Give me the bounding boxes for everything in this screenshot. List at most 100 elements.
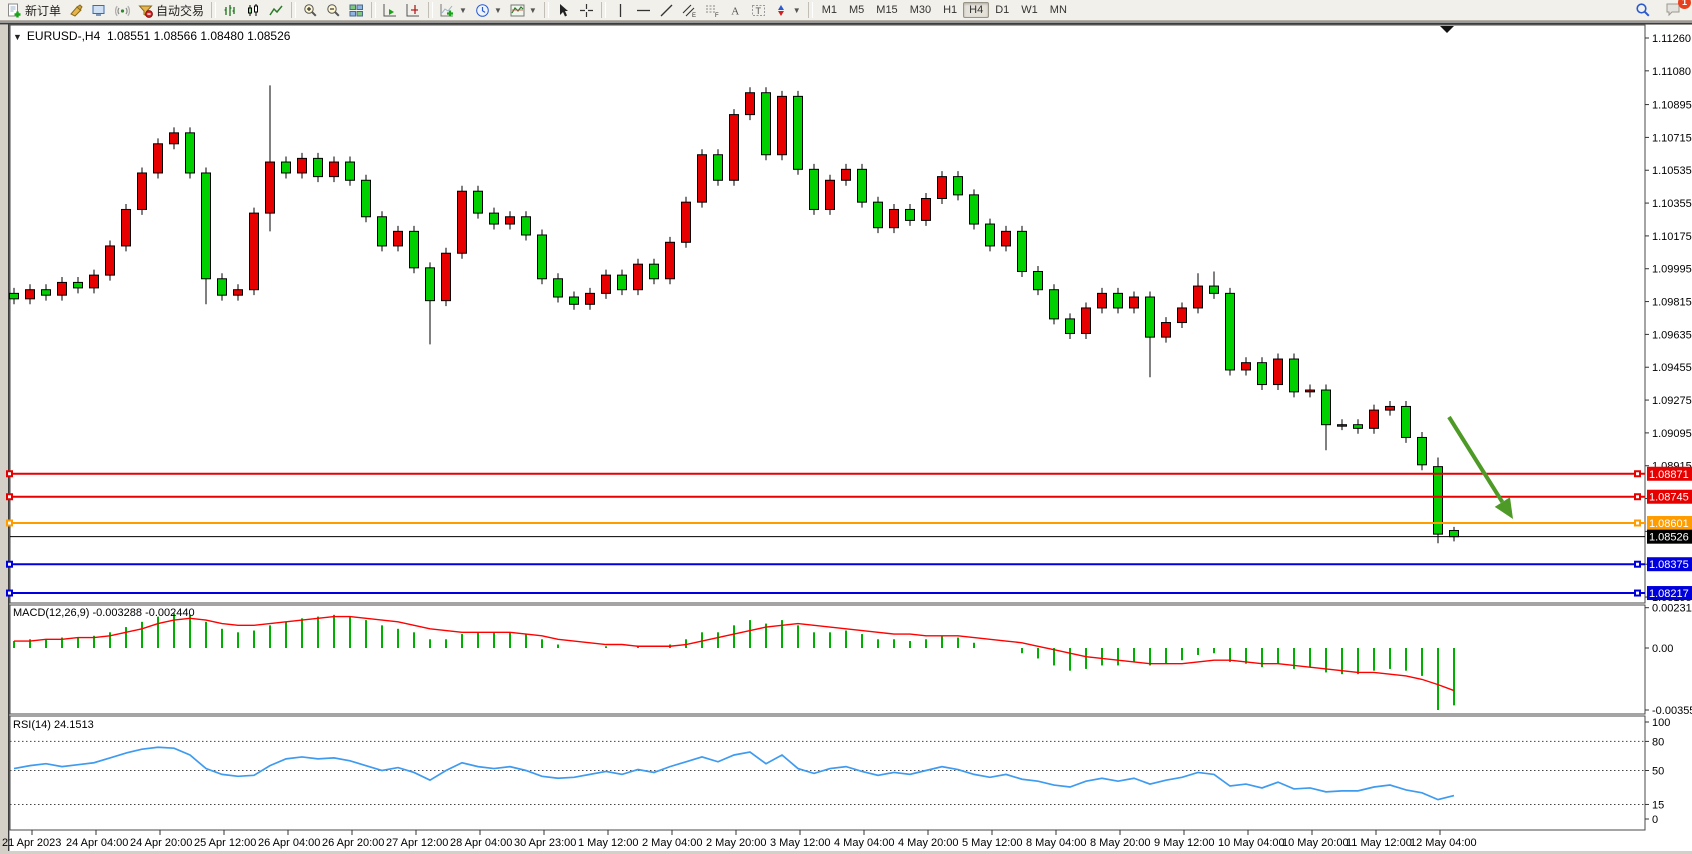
signal-button[interactable] (111, 0, 134, 21)
svg-text:1.09815: 1.09815 (1652, 297, 1692, 309)
channel-tool-button[interactable]: E (678, 0, 701, 21)
collapse-triangle-icon[interactable]: ▼ (13, 32, 22, 42)
svg-text:1.09995: 1.09995 (1652, 264, 1692, 276)
hline-resistance-1[interactable]: 1.08871 (6, 466, 1692, 481)
dropdown-caret-icon[interactable]: ▼ (493, 5, 502, 15)
search-button[interactable] (1631, 0, 1655, 21)
tile-windows-icon (349, 3, 364, 18)
line-chart-icon (269, 3, 284, 18)
svg-text:3 May 12:00: 3 May 12:00 (770, 837, 831, 849)
svg-text:1.10715: 1.10715 (1652, 132, 1692, 144)
dropdown-caret-icon[interactable]: ▼ (528, 5, 537, 15)
templates-button[interactable]: ▼ (506, 0, 541, 21)
svg-text:21 Apr 2023: 21 Apr 2023 (2, 837, 61, 849)
notifications-button[interactable]: 1 (1661, 0, 1691, 21)
vertical-line-icon (613, 3, 628, 18)
svg-text:26 Apr 04:00: 26 Apr 04:00 (258, 837, 320, 849)
crosshair-tool-button[interactable] (575, 0, 598, 21)
autotrade-label: 自动交易 (156, 3, 205, 18)
notification-count-badge: 1 (1678, 0, 1691, 9)
hline-support-blue-2[interactable]: 1.08217 (6, 586, 1692, 601)
timeframe-button-M15[interactable]: M15 (876, 4, 898, 16)
timeframe-buttons: M1 M5 M15 M30 H1 H4 D1 W1 MN (816, 2, 1073, 18)
hline-resistance-2[interactable]: 1.08745 (6, 489, 1692, 504)
svg-text:24 Apr 20:00: 24 Apr 20:00 (130, 837, 192, 849)
text-label-icon: T (751, 3, 766, 18)
trendline-icon (659, 3, 674, 18)
date-axis: 21 Apr 2023 24 Apr 04:00 24 Apr 20:00 25 Ap… (2, 830, 1477, 849)
svg-text:A: A (731, 5, 739, 17)
svg-text:1.09275: 1.09275 (1652, 395, 1692, 407)
timeframe-button-D1[interactable]: D1 (995, 4, 1010, 16)
timeframe-button-H1[interactable]: H1 (943, 4, 958, 16)
svg-text:1.11260: 1.11260 (1652, 33, 1691, 45)
clock-icon (475, 3, 490, 18)
svg-text:1.08745: 1.08745 (1649, 492, 1689, 504)
toolbar: 新订单 自动交易 ▼ ▼ ▼ E F A T ▼ M1 M5 M15 M30 H1 H4 D… (0, 0, 1692, 21)
svg-text:1.10355: 1.10355 (1652, 198, 1692, 210)
new-order-icon (7, 3, 22, 18)
chart-shift-button[interactable] (402, 0, 425, 21)
hline-current-price[interactable]: 1.08526 (10, 529, 1692, 544)
autotrade-button[interactable]: 自动交易 (134, 0, 208, 21)
timeframe-button-MN[interactable]: MN (1049, 4, 1067, 16)
hline-support-orange[interactable]: 1.08601 (6, 516, 1692, 531)
timeframe-button-H4[interactable]: H4 (963, 2, 990, 18)
timeframe-button-M1[interactable]: M1 (821, 4, 837, 16)
svg-text:5 May 12:00: 5 May 12:00 (962, 837, 1023, 849)
rsi-panel: 100 80 50 15 0 (10, 717, 1670, 826)
fibonacci-tool-button[interactable]: F (701, 0, 724, 21)
svg-text:30 Apr 23:00: 30 Apr 23:00 (514, 837, 576, 849)
zoom-out-icon (326, 3, 341, 18)
horizontal-line-icon (636, 3, 651, 18)
indicators-button[interactable]: ▼ (436, 0, 471, 21)
arrows-tool-button[interactable]: ▼ (770, 0, 805, 21)
trend-arrow-annotation[interactable] (1447, 415, 1513, 519)
arrows-icon (774, 3, 789, 18)
dropdown-caret-icon[interactable]: ▼ (459, 5, 467, 15)
vertical-line-tool-button[interactable] (609, 0, 632, 21)
label-tool-button[interactable]: T (747, 0, 770, 21)
separator (807, 2, 813, 18)
timeframe-button-M5[interactable]: M5 (849, 4, 865, 16)
chart-window-title: ▼ EURUSD-,H4 1.08551 1.08566 1.08480 1.08… (13, 29, 290, 43)
cursor-icon (556, 3, 571, 18)
auto-scroll-button[interactable] (379, 0, 402, 21)
terminal-button[interactable] (88, 0, 111, 21)
macd-panel: 0.002311 0.00 -0.003555 (13, 603, 1692, 717)
bar-chart-mode-button[interactable] (219, 0, 242, 21)
svg-text:1.10535: 1.10535 (1652, 165, 1692, 177)
window-chrome (0, 21, 1692, 854)
timeframe-button-W1[interactable]: W1 (1021, 4, 1038, 16)
chart-shift-marker[interactable] (1440, 26, 1454, 33)
terminal-icon (92, 3, 107, 18)
toolbar-right: 1 (1631, 0, 1691, 21)
hline-support-blue-1[interactable]: 1.08375 (6, 557, 1692, 572)
svg-text:26 Apr 20:00: 26 Apr 20:00 (322, 837, 384, 849)
svg-text:1.08375: 1.08375 (1649, 559, 1689, 571)
svg-text:1.09635: 1.09635 (1652, 329, 1692, 341)
separator (211, 2, 217, 18)
brush-tool-button[interactable] (65, 0, 88, 21)
cursor-tool-button[interactable] (552, 0, 575, 21)
trendline-tool-button[interactable] (655, 0, 678, 21)
zoom-out-button[interactable] (322, 0, 345, 21)
zoom-in-button[interactable] (299, 0, 322, 21)
dropdown-caret-icon[interactable]: ▼ (792, 5, 801, 15)
tile-windows-button[interactable] (345, 0, 368, 21)
periods-button[interactable]: ▼ (471, 0, 506, 21)
svg-text:27 Apr 12:00: 27 Apr 12:00 (386, 837, 448, 849)
svg-text:80: 80 (1652, 736, 1664, 748)
svg-text:2 May 04:00: 2 May 04:00 (642, 837, 703, 849)
svg-text:2 May 20:00: 2 May 20:00 (706, 837, 767, 849)
timeframe-button-M30[interactable]: M30 (909, 4, 932, 16)
candlestick-mode-button[interactable] (242, 0, 265, 21)
separator (428, 2, 434, 18)
horizontal-line-tool-button[interactable] (632, 0, 655, 21)
new-order-button[interactable]: 新订单 (3, 0, 65, 21)
line-chart-mode-button[interactable] (265, 0, 288, 21)
text-tool-button[interactable]: A (724, 0, 747, 21)
new-order-label: 新订单 (25, 3, 62, 18)
